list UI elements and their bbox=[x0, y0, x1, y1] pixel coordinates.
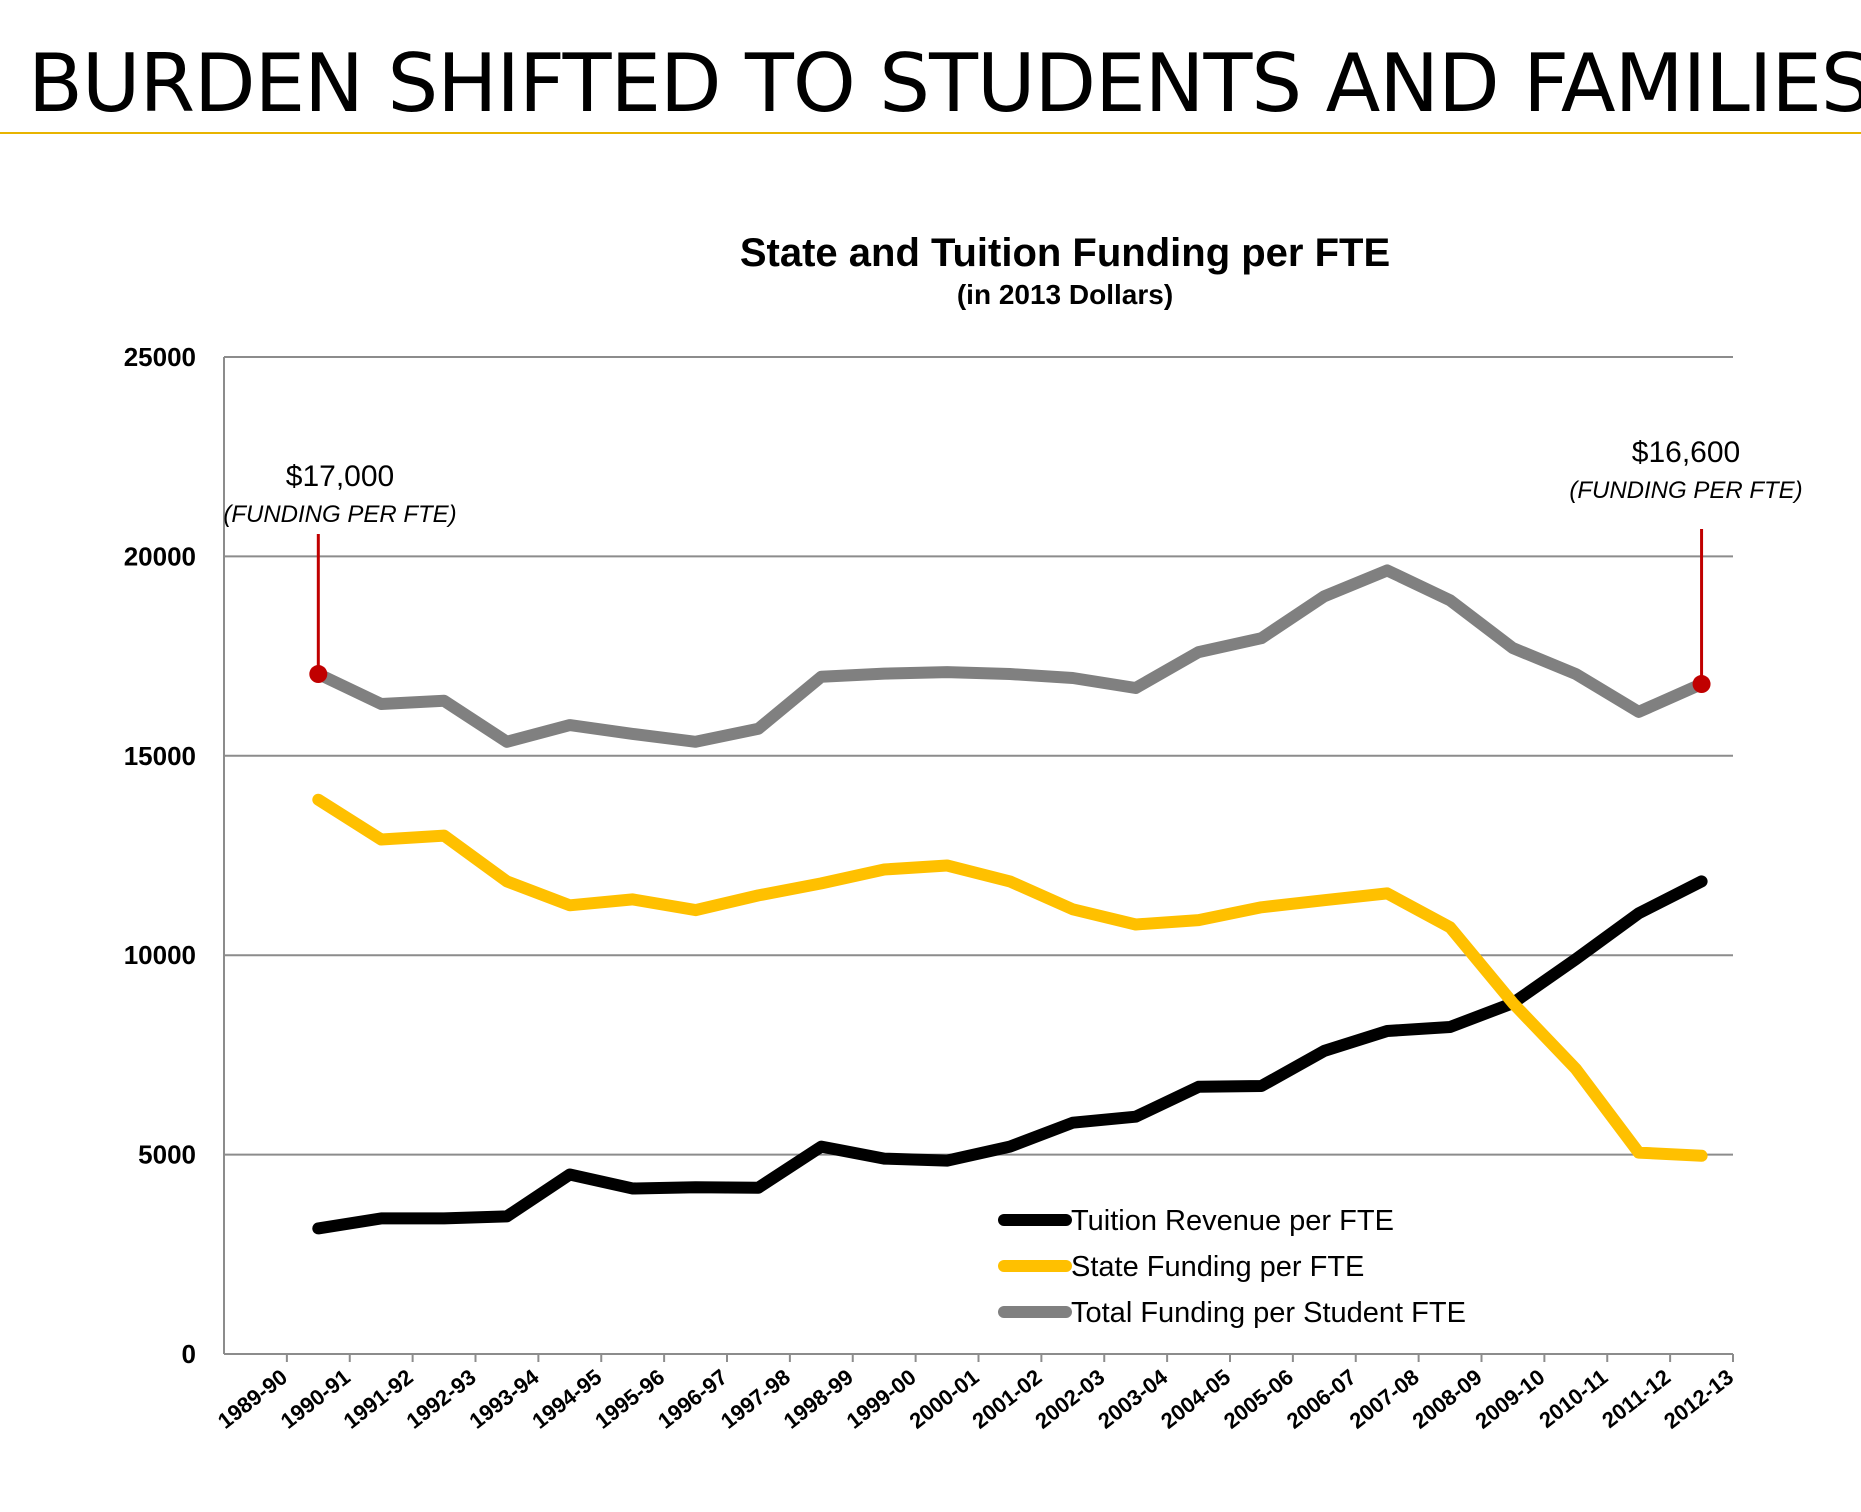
x-tick-label: 1996-97 bbox=[653, 1364, 732, 1433]
x-tick-label: 2010-11 bbox=[1534, 1364, 1612, 1433]
x-tick-label: 1991-92 bbox=[339, 1364, 418, 1433]
x-tick-label: 1995-96 bbox=[590, 1364, 669, 1433]
slide-title: BURDEN SHIFTED TO STUDENTS AND FAMILIES bbox=[28, 37, 1861, 130]
series-line bbox=[312, 875, 1708, 1235]
x-tick-label: 2004-05 bbox=[1156, 1364, 1235, 1433]
annotation-marker bbox=[309, 665, 328, 684]
x-tick-label: 2012-13 bbox=[1659, 1364, 1738, 1433]
x-tick-label: 2009-10 bbox=[1470, 1364, 1549, 1433]
annotation-value: $17,000 bbox=[286, 460, 394, 493]
annotation-sublabel: (FUNDING PER FTE) bbox=[223, 501, 456, 528]
y-tick-label: 0 bbox=[182, 1339, 196, 1369]
x-tick-label: 1998-99 bbox=[779, 1364, 858, 1433]
legend-label: Total Funding per Student FTE bbox=[1071, 1297, 1466, 1329]
chart-subtitle: (in 2013 Dollars) bbox=[957, 279, 1173, 310]
series-line bbox=[312, 793, 1708, 1162]
x-tick-label: 2005-06 bbox=[1219, 1364, 1298, 1433]
y-tick-label: 5000 bbox=[138, 1140, 196, 1170]
annotation-sublabel: (FUNDING PER FTE) bbox=[1569, 477, 1802, 504]
x-tick-label: 2006-07 bbox=[1282, 1364, 1361, 1433]
annotation-marker bbox=[1692, 675, 1711, 694]
x-tick-label: 2000-01 bbox=[905, 1364, 984, 1433]
title-rule bbox=[0, 132, 1861, 134]
x-tick-label: 1994-95 bbox=[527, 1364, 606, 1433]
grid-layer bbox=[224, 356, 1733, 1156]
x-tick-label: 1997-98 bbox=[716, 1364, 795, 1433]
annotation-value: $16,600 bbox=[1632, 436, 1740, 469]
x-tick-label: 2001-02 bbox=[967, 1364, 1046, 1433]
y-tick-label: 15000 bbox=[124, 741, 196, 771]
y-tick-label: 25000 bbox=[124, 342, 196, 372]
x-tick-label: 1990-91 bbox=[276, 1364, 355, 1433]
annotation-layer: $17,000 (FUNDING PER FTE) $16,600 (FUNDING … bbox=[223, 436, 1803, 694]
legend-label: State Funding per FTE bbox=[1071, 1251, 1364, 1283]
legend: Tuition Revenue per FTE State Funding per… bbox=[998, 1205, 1466, 1329]
x-tick-label: 2011-12 bbox=[1597, 1364, 1675, 1433]
x-tick-label: 1992-93 bbox=[402, 1364, 481, 1433]
series-line bbox=[312, 564, 1708, 748]
x-tick-label: 2008-09 bbox=[1408, 1364, 1487, 1433]
x-tick-label: 1999-00 bbox=[842, 1364, 921, 1433]
y-tick-label: 10000 bbox=[124, 940, 196, 970]
x-tick-label: 2007-08 bbox=[1345, 1364, 1424, 1433]
series-layer bbox=[312, 564, 1708, 1235]
chart-title: State and Tuition Funding per FTE bbox=[740, 231, 1390, 275]
y-tick-label: 20000 bbox=[124, 541, 196, 571]
legend-label: Tuition Revenue per FTE bbox=[1071, 1205, 1394, 1237]
x-tick-label: 1989-90 bbox=[213, 1364, 292, 1433]
x-tick-label: 2002-03 bbox=[1030, 1364, 1109, 1433]
x-tick-label: 2003-04 bbox=[1093, 1364, 1173, 1434]
x-tick-label: 1993-94 bbox=[464, 1364, 544, 1434]
